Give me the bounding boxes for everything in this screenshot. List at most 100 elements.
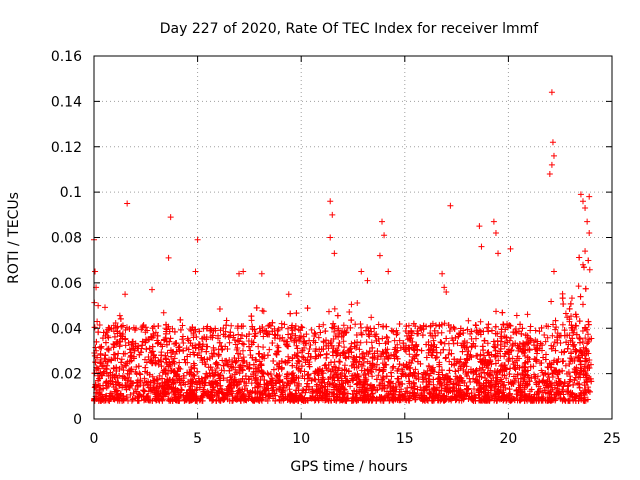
data-point <box>507 390 514 397</box>
data-point <box>479 366 486 373</box>
data-point <box>526 378 533 385</box>
data-point <box>498 376 505 383</box>
data-point <box>148 360 155 367</box>
data-point <box>350 394 357 401</box>
data-point <box>363 349 370 356</box>
data-point <box>234 344 241 351</box>
data-point <box>414 386 421 393</box>
data-point <box>96 390 103 397</box>
data-point <box>159 375 166 382</box>
data-point <box>172 369 179 376</box>
data-point <box>576 354 583 361</box>
data-point <box>150 377 157 384</box>
data-point <box>512 325 519 332</box>
data-point <box>333 371 340 378</box>
data-point <box>478 370 485 377</box>
data-point <box>428 342 435 349</box>
data-point <box>531 391 538 398</box>
data-point <box>239 357 246 364</box>
data-point <box>180 347 187 354</box>
data-point <box>249 388 256 395</box>
data-point <box>472 343 479 350</box>
data-point <box>344 378 351 385</box>
data-point <box>251 384 258 391</box>
data-point <box>509 380 516 387</box>
data-point <box>365 391 372 398</box>
data-point <box>534 338 541 345</box>
data-point <box>140 387 147 394</box>
data-point <box>220 362 227 369</box>
data-point <box>430 376 437 383</box>
data-point <box>547 388 554 395</box>
data-point <box>559 367 566 374</box>
data-point <box>122 362 129 369</box>
data-point <box>245 391 252 398</box>
data-point <box>412 396 419 403</box>
data-point <box>398 386 405 393</box>
data-point <box>235 350 242 357</box>
data-point <box>491 393 498 400</box>
data-point <box>95 329 102 336</box>
data-point <box>564 314 571 321</box>
data-point <box>196 328 203 335</box>
data-point <box>325 308 332 315</box>
data-point <box>452 368 459 375</box>
data-point <box>188 364 195 371</box>
data-point <box>334 312 341 319</box>
data-point <box>329 349 336 356</box>
data-point <box>239 367 246 374</box>
data-point <box>405 322 412 329</box>
data-point <box>508 347 515 354</box>
data-point <box>497 345 504 352</box>
data-point <box>262 395 269 402</box>
data-point <box>316 323 323 330</box>
data-point <box>92 381 99 388</box>
data-point <box>455 333 462 340</box>
data-point <box>236 364 243 371</box>
data-point <box>336 387 343 394</box>
data-point <box>255 343 262 350</box>
data-point <box>375 321 382 328</box>
data-point <box>307 341 314 348</box>
data-point <box>173 340 180 347</box>
data-point <box>491 344 498 351</box>
data-point <box>155 339 162 346</box>
data-point <box>403 323 410 330</box>
data-point <box>116 365 123 372</box>
data-point <box>182 381 189 388</box>
data-point <box>184 359 191 366</box>
data-point <box>103 366 110 373</box>
data-point <box>142 364 149 371</box>
data-point <box>358 324 365 331</box>
data-point <box>483 362 490 369</box>
data-point <box>348 317 355 324</box>
data-point <box>487 387 494 394</box>
data-point <box>147 388 154 395</box>
data-point <box>250 368 257 375</box>
data-point <box>553 358 560 365</box>
data-point <box>112 381 119 388</box>
data-point <box>300 333 307 340</box>
data-point <box>352 344 359 351</box>
data-point <box>376 382 383 389</box>
data-point <box>192 344 199 351</box>
data-point <box>383 323 390 330</box>
data-point <box>560 300 567 307</box>
data-point <box>264 352 271 359</box>
data-point <box>330 393 337 400</box>
data-point <box>567 300 574 307</box>
data-point <box>122 375 129 382</box>
data-point <box>524 311 531 318</box>
data-point <box>488 327 495 334</box>
data-point <box>283 341 290 348</box>
data-point <box>129 396 136 403</box>
data-point <box>503 375 510 382</box>
data-point <box>357 339 364 346</box>
data-point <box>275 377 282 384</box>
data-point <box>110 344 117 351</box>
data-point <box>575 283 582 290</box>
data-point <box>207 364 214 371</box>
data-point <box>368 393 375 400</box>
data-point <box>147 356 154 363</box>
data-point <box>347 383 354 390</box>
